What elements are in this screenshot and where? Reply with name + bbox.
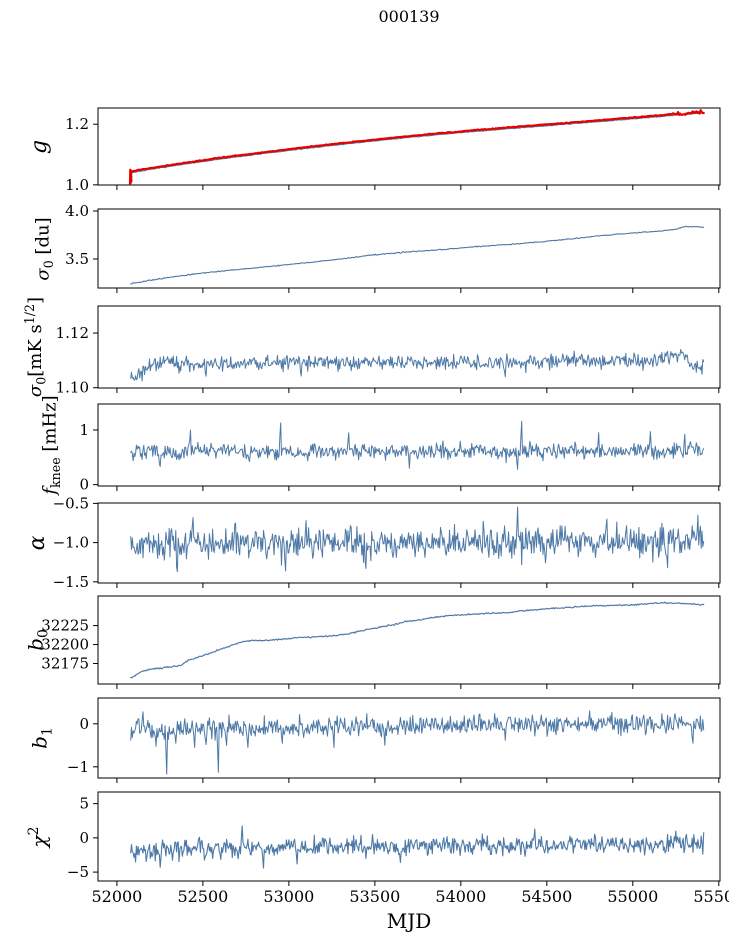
y-axis-label-part: 1 (39, 727, 56, 737)
y-tick-label: 32225 (41, 617, 89, 635)
y-axis-label-part: b (27, 736, 52, 749)
panel-frame-b0 (97, 595, 721, 685)
y-tick-label: −1.5 (53, 573, 89, 591)
y-tick-label: −1.0 (53, 534, 89, 552)
panel-frame-b1 (97, 697, 721, 779)
y-tick-label: 32200 (41, 636, 89, 654)
y-axis-label-part: χ (26, 834, 51, 848)
y-tick-label: 0 (79, 829, 89, 847)
data-line-b0 (130, 601, 705, 679)
data-line-b1 (130, 710, 705, 775)
x-tick-label: 52500 (177, 887, 228, 906)
y-axis-label-b1: b1 (27, 727, 56, 749)
panel-frame-g (97, 107, 721, 186)
panel-frame-chi2 (97, 791, 721, 882)
y-tick-label: 1.0 (65, 176, 89, 194)
y-tick-label: 1 (79, 421, 89, 439)
y-axis-label-part: 0 (33, 376, 49, 385)
x-tick-label: 53000 (263, 887, 314, 906)
y-axis-label-alpha: α (25, 535, 50, 551)
x-tick-label: 54000 (435, 887, 486, 906)
y-tick-label: 0 (79, 715, 89, 733)
y-axis-label-part: σ (32, 267, 54, 281)
y-axis-label-b0: b0 (23, 629, 52, 651)
y-axis-label-part: [du] (32, 216, 54, 260)
y-axis-label-part: g (27, 139, 52, 154)
x-axis-label: MJD (387, 909, 432, 933)
y-tick-label: 1.2 (65, 115, 89, 133)
x-tick-label: 55000 (607, 887, 658, 906)
x-tick-label: 54500 (521, 887, 572, 906)
data-line-alpha (130, 506, 705, 573)
data-line-gain-overlay (128, 109, 705, 186)
y-axis-label-chi2: χ2 (26, 825, 51, 848)
panel-frame-sigma0-mks (97, 305, 721, 389)
y-axis-label-part: ] (24, 296, 46, 304)
y-axis-label-part: 2 (26, 825, 43, 835)
y-axis-label-part: 0 (35, 629, 52, 639)
y-axis-label-part: [mHz] (39, 395, 61, 458)
y-axis-label-part: 0 (41, 259, 56, 268)
x-tick-label: 52000 (91, 887, 142, 906)
y-axis-label-part: f (39, 488, 61, 495)
y-tick-label: 1.12 (56, 324, 89, 342)
data-line-sigma0-du (130, 225, 705, 285)
data-line-chi2 (130, 825, 705, 869)
chart-title: 000139 (378, 7, 440, 26)
data-line-fknee (130, 420, 705, 470)
y-axis-label-part: α (25, 535, 50, 551)
y-axis-label-sigma0-mks: σ0[mK s1/2] (21, 296, 49, 397)
x-tick-label: 53500 (349, 887, 400, 906)
y-axis-label-part: b (23, 638, 48, 651)
y-tick-label: 3.5 (65, 250, 89, 268)
y-axis-label-sigma0-du: σ0 [du] (32, 216, 56, 281)
y-tick-label: −5 (67, 863, 89, 881)
panel-frame-fknee (97, 403, 721, 487)
y-tick-label: −1 (67, 758, 89, 776)
y-axis-label-g: g (27, 139, 52, 154)
y-axis-label-part: knee (48, 457, 63, 488)
y-tick-label: −0.5 (53, 494, 89, 512)
data-line-gain-fit (130, 112, 705, 174)
y-axis-label-part: [mK s (24, 324, 46, 377)
y-tick-label: 4.0 (65, 202, 89, 220)
data-line-sigma0-mks (130, 349, 705, 382)
y-tick-label: 1.10 (56, 379, 89, 397)
y-tick-label: 32175 (41, 655, 89, 673)
y-tick-label: 5 (79, 795, 89, 813)
y-tick-label: 0 (79, 476, 89, 494)
x-tick-label: 55500 (693, 887, 729, 906)
y-axis-label-part: 1/2 (21, 303, 37, 325)
y-axis-label-fknee: fknee [mHz] (39, 395, 63, 495)
panel-frame-sigma0-du (97, 208, 721, 289)
